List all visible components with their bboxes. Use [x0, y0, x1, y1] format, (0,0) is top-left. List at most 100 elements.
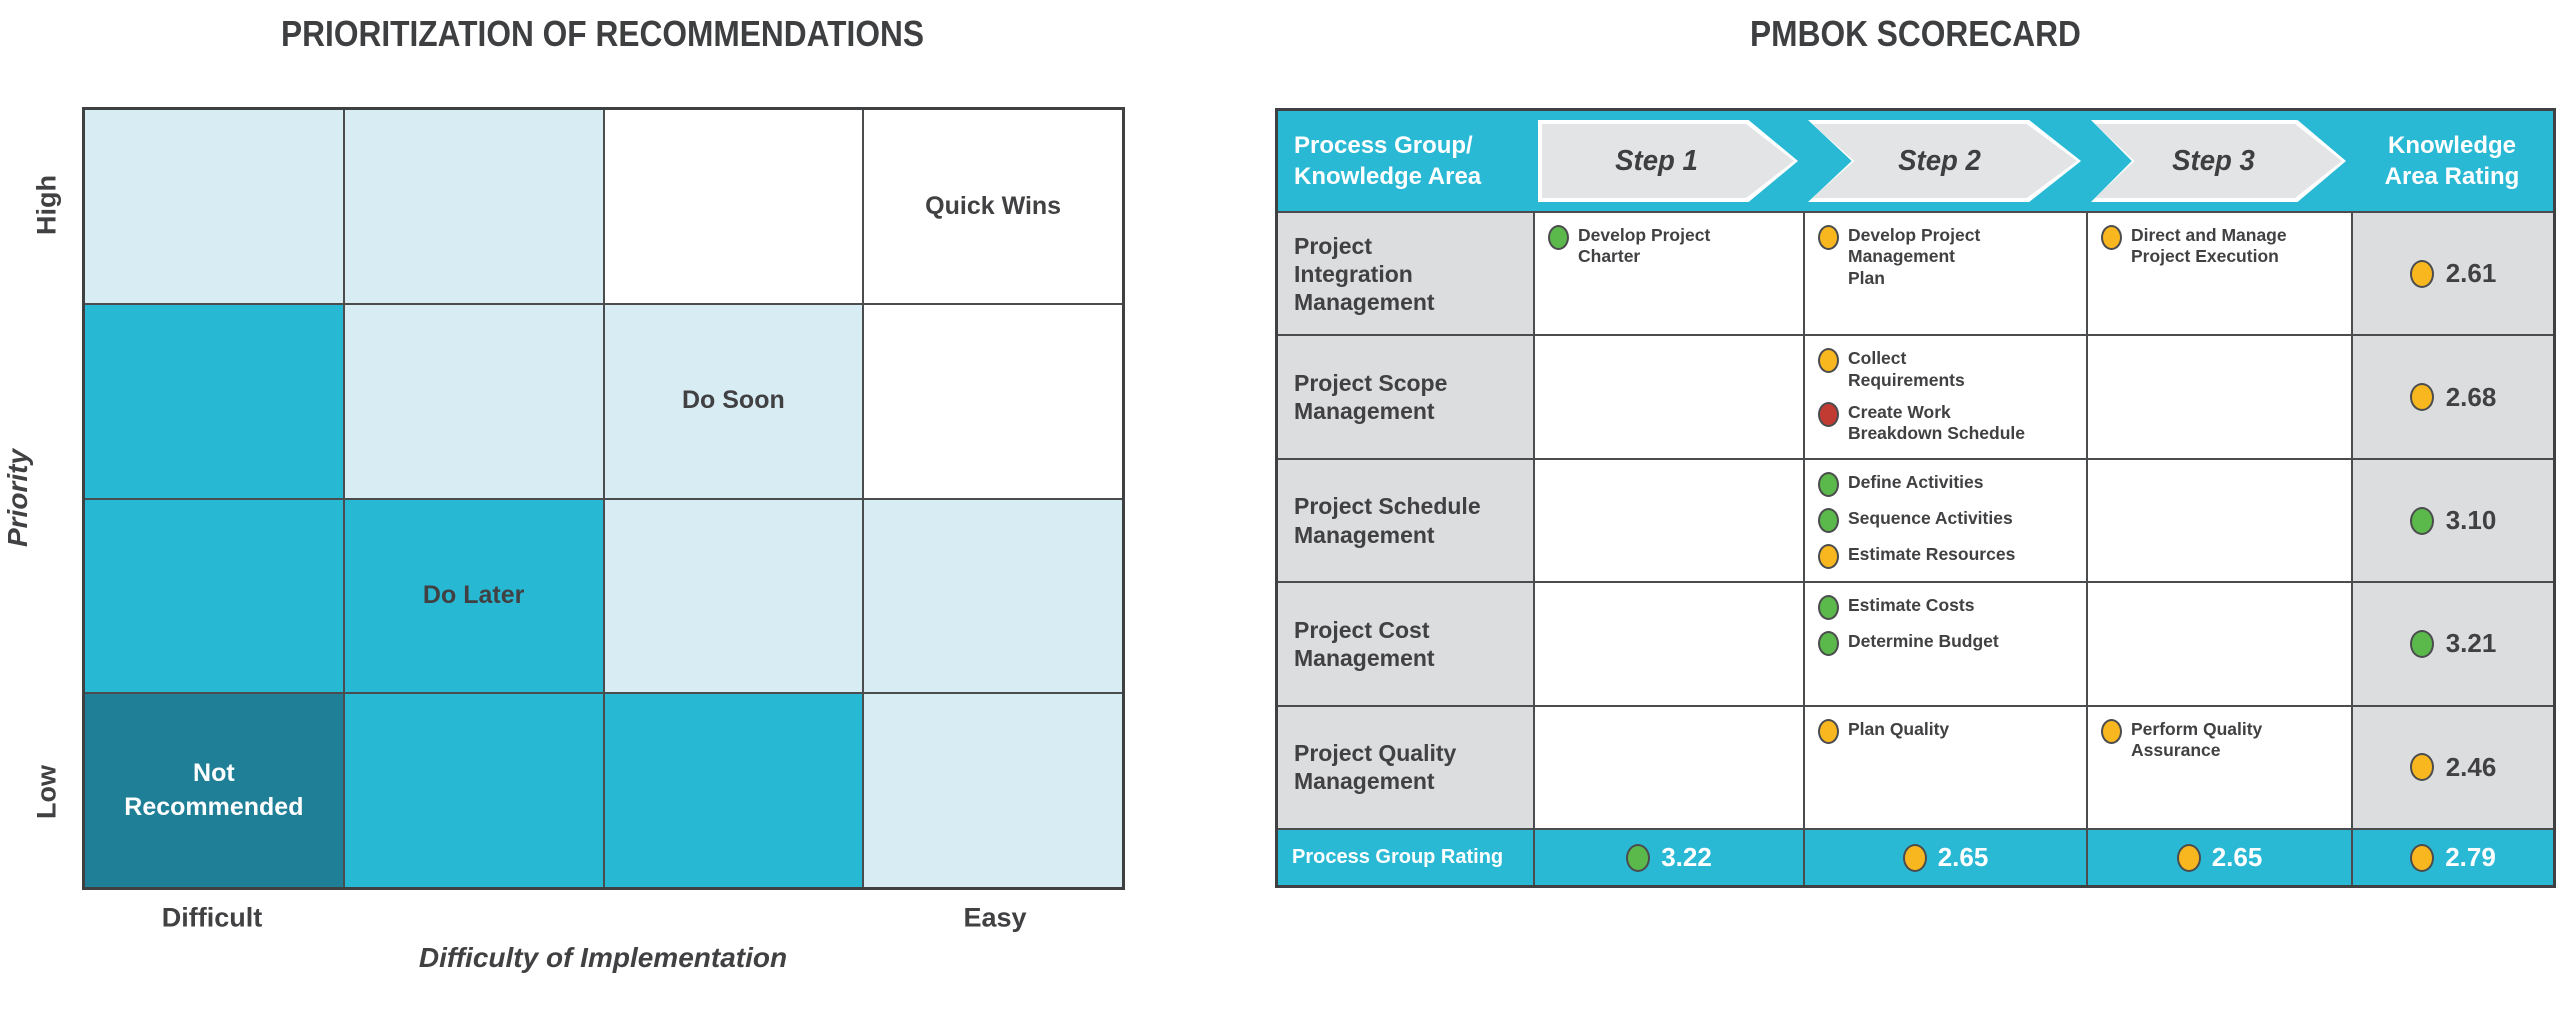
matrix-cell-label: Do Soon — [681, 386, 785, 415]
step-3-cell: Direct and Manage Project Execution — [2086, 211, 2351, 335]
yellow-status-dot — [2101, 225, 2122, 250]
process-item: Define Activities — [1818, 471, 1984, 497]
yellow-status-dot — [2101, 718, 2122, 744]
process-group-rating-value: 2.65 — [2211, 842, 2263, 872]
step-2-cell: Collect Requirements Create Work Breakdow… — [1803, 334, 2086, 458]
matrix-title: PRIORITIZATION OF RECOMMENDATIONS — [281, 13, 924, 54]
process-group-rating-value: 2.65 — [1937, 842, 1989, 872]
knowledge-area-name: Project Quality Management — [1278, 704, 1533, 829]
knowledge-area-name: Project Scope Management — [1278, 334, 1533, 458]
matrix-cell-label: Quick Wins — [925, 191, 1062, 220]
matrix-cell-r1-c2 — [344, 110, 603, 303]
matrix-cell-r2-c3: Do Soon — [604, 304, 863, 498]
matrix-cell-r1-c3 — [604, 110, 863, 303]
process-item-label: Develop Project Charter — [1578, 225, 1711, 267]
step-1-arrow-face: Step 1 — [1542, 124, 1794, 198]
header-process-group-knowledge-area: Process Group/ Knowledge Area — [1294, 131, 1482, 190]
knowledge-area-rating-cell: 2.68 — [2351, 334, 2553, 458]
matrix-cell-r3-c3 — [604, 499, 863, 693]
process-item-label: Direct and Manage Project Execution — [2131, 225, 2287, 267]
step-2-cell: Estimate Costs Determine Budget — [1803, 581, 2086, 705]
green-status-dot — [1818, 631, 1839, 657]
process-item-label: Perform Quality Assurance — [2131, 718, 2263, 760]
red-status-dot — [1818, 402, 1839, 428]
table-row-5: Project Quality Management Plan Quality Pe… — [1278, 704, 2553, 829]
process-item: Sequence Activities — [1818, 507, 2013, 533]
matrix-cell-r3-c1 — [85, 499, 343, 693]
matrix-cell-r2-c1 — [85, 304, 343, 498]
y-axis-tick-high: High — [31, 175, 62, 235]
process-item: Direct and Manage Project Execution — [2101, 225, 2287, 268]
step-2-cell: Define Activities Sequence Activities Esti… — [1803, 457, 2086, 582]
table-row-2: Project Scope Management Collect Requirem… — [1278, 334, 2553, 458]
yellow-status-dot — [1818, 718, 1839, 744]
table-row-1: Project Integration Management Develop Pr… — [1278, 211, 2553, 335]
table-row-3: Project Schedule Management Define Activi… — [1278, 457, 2553, 582]
yellow-status-dot — [1818, 543, 1839, 569]
yellow-status-dot — [2409, 383, 2434, 412]
step-3-arrow-face: Step 3 — [2095, 124, 2342, 198]
process-group-rating-step-2: 2.65 — [1803, 828, 2086, 885]
process-item: Create Work Breakdown Schedule — [1818, 402, 2025, 445]
step-1-label: Step 1 — [1614, 144, 1698, 177]
y-axis-tick-low: Low — [31, 765, 62, 819]
green-status-dot — [1626, 843, 1651, 872]
rating-value: 2.61 — [2445, 258, 2497, 289]
process-item-label: Estimate Resources — [1848, 543, 2016, 564]
rating-value: 3.10 — [2445, 505, 2497, 536]
step-1-cell — [1533, 704, 1803, 829]
process-item: Determine Budget — [1818, 631, 1999, 657]
yellow-status-dot — [2410, 843, 2435, 872]
matrix-cell-r2-c2 — [344, 304, 603, 498]
process-item-label: Create Work Breakdown Schedule — [1848, 402, 2025, 444]
green-status-dot — [2409, 506, 2434, 535]
knowledge-area-rating-cell: 3.10 — [2351, 457, 2553, 582]
header-step-2: Step 2 — [1803, 111, 2086, 211]
knowledge-area-name: Project Schedule Management — [1278, 457, 1533, 582]
header-step-1: Step 1 — [1533, 111, 1803, 211]
table-row-4: Project Cost Management Estimate Costs Det… — [1278, 581, 2553, 705]
step-2-label: Step 2 — [1897, 144, 1981, 177]
step-3-cell — [2086, 334, 2351, 458]
knowledge-area-rating-cell: 2.61 — [2351, 211, 2553, 335]
process-item: Estimate Costs — [1818, 595, 1974, 621]
process-item: Plan Quality — [1818, 718, 1949, 744]
header-step-3: Step 3 — [2086, 111, 2351, 211]
knowledge-area-name: Project Integration Management — [1278, 211, 1533, 335]
x-axis-tick-easy: Easy — [963, 902, 1027, 933]
yellow-status-dot — [2409, 259, 2434, 288]
yellow-status-dot — [2176, 843, 2201, 872]
matrix-cell-r4-c3 — [604, 694, 863, 887]
x-axis-tick-difficult: Difficult — [161, 902, 263, 933]
yellow-status-dot — [1902, 843, 1927, 872]
green-status-dot — [1818, 595, 1839, 621]
process-item: Collect Requirements — [1818, 348, 1965, 391]
header-knowledge-area-rating: Knowledge Area Rating — [2384, 131, 2520, 190]
green-status-dot — [1818, 471, 1839, 497]
process-item-label: Define Activities — [1848, 471, 1984, 492]
pmbok-scorecard-table: Process Group/ Knowledge Area Step 1 Ste… — [1275, 108, 2556, 888]
table-header-row: Process Group/ Knowledge Area Step 1 Ste… — [1278, 111, 2553, 211]
step-1-arrow: Step 1 — [1538, 120, 1798, 202]
yellow-status-dot — [1818, 225, 1839, 250]
knowledge-area-rating-cell: 3.21 — [2351, 581, 2553, 705]
matrix-cell-r3-c4 — [864, 499, 1122, 693]
green-status-dot — [1548, 225, 1569, 250]
overall-rating-cell: 2.79 — [2351, 828, 2553, 885]
knowledge-area-name: Project Cost Management — [1278, 581, 1533, 705]
matrix-cell-r4-c2 — [344, 694, 603, 887]
step-1-cell — [1533, 457, 1803, 582]
matrix-cell-label: Do Later — [422, 581, 525, 609]
process-item: Develop Project Charter — [1548, 225, 1710, 268]
step-2-arrow: Step 2 — [1808, 120, 2081, 202]
process-group-rating-value: 2.79 — [2445, 842, 2496, 872]
process-item: Develop Project Management Plan — [1818, 225, 1980, 289]
step-1-cell — [1533, 334, 1803, 458]
priority-matrix-grid: Quick Wins Do Soon Do Later Not Recommended — [82, 107, 1125, 890]
process-group-rating-value: 3.22 — [1661, 842, 1712, 872]
table-footer-row: Process Group Rating 3.22 2.65 2.65 2.79 — [1278, 828, 2553, 885]
step-3-label: Step 3 — [2172, 144, 2255, 177]
process-item-label: Determine Budget — [1848, 631, 1999, 652]
matrix-cell-r4-c1: Not Recommended — [85, 694, 343, 887]
process-item: Perform Quality Assurance — [2101, 718, 2263, 762]
